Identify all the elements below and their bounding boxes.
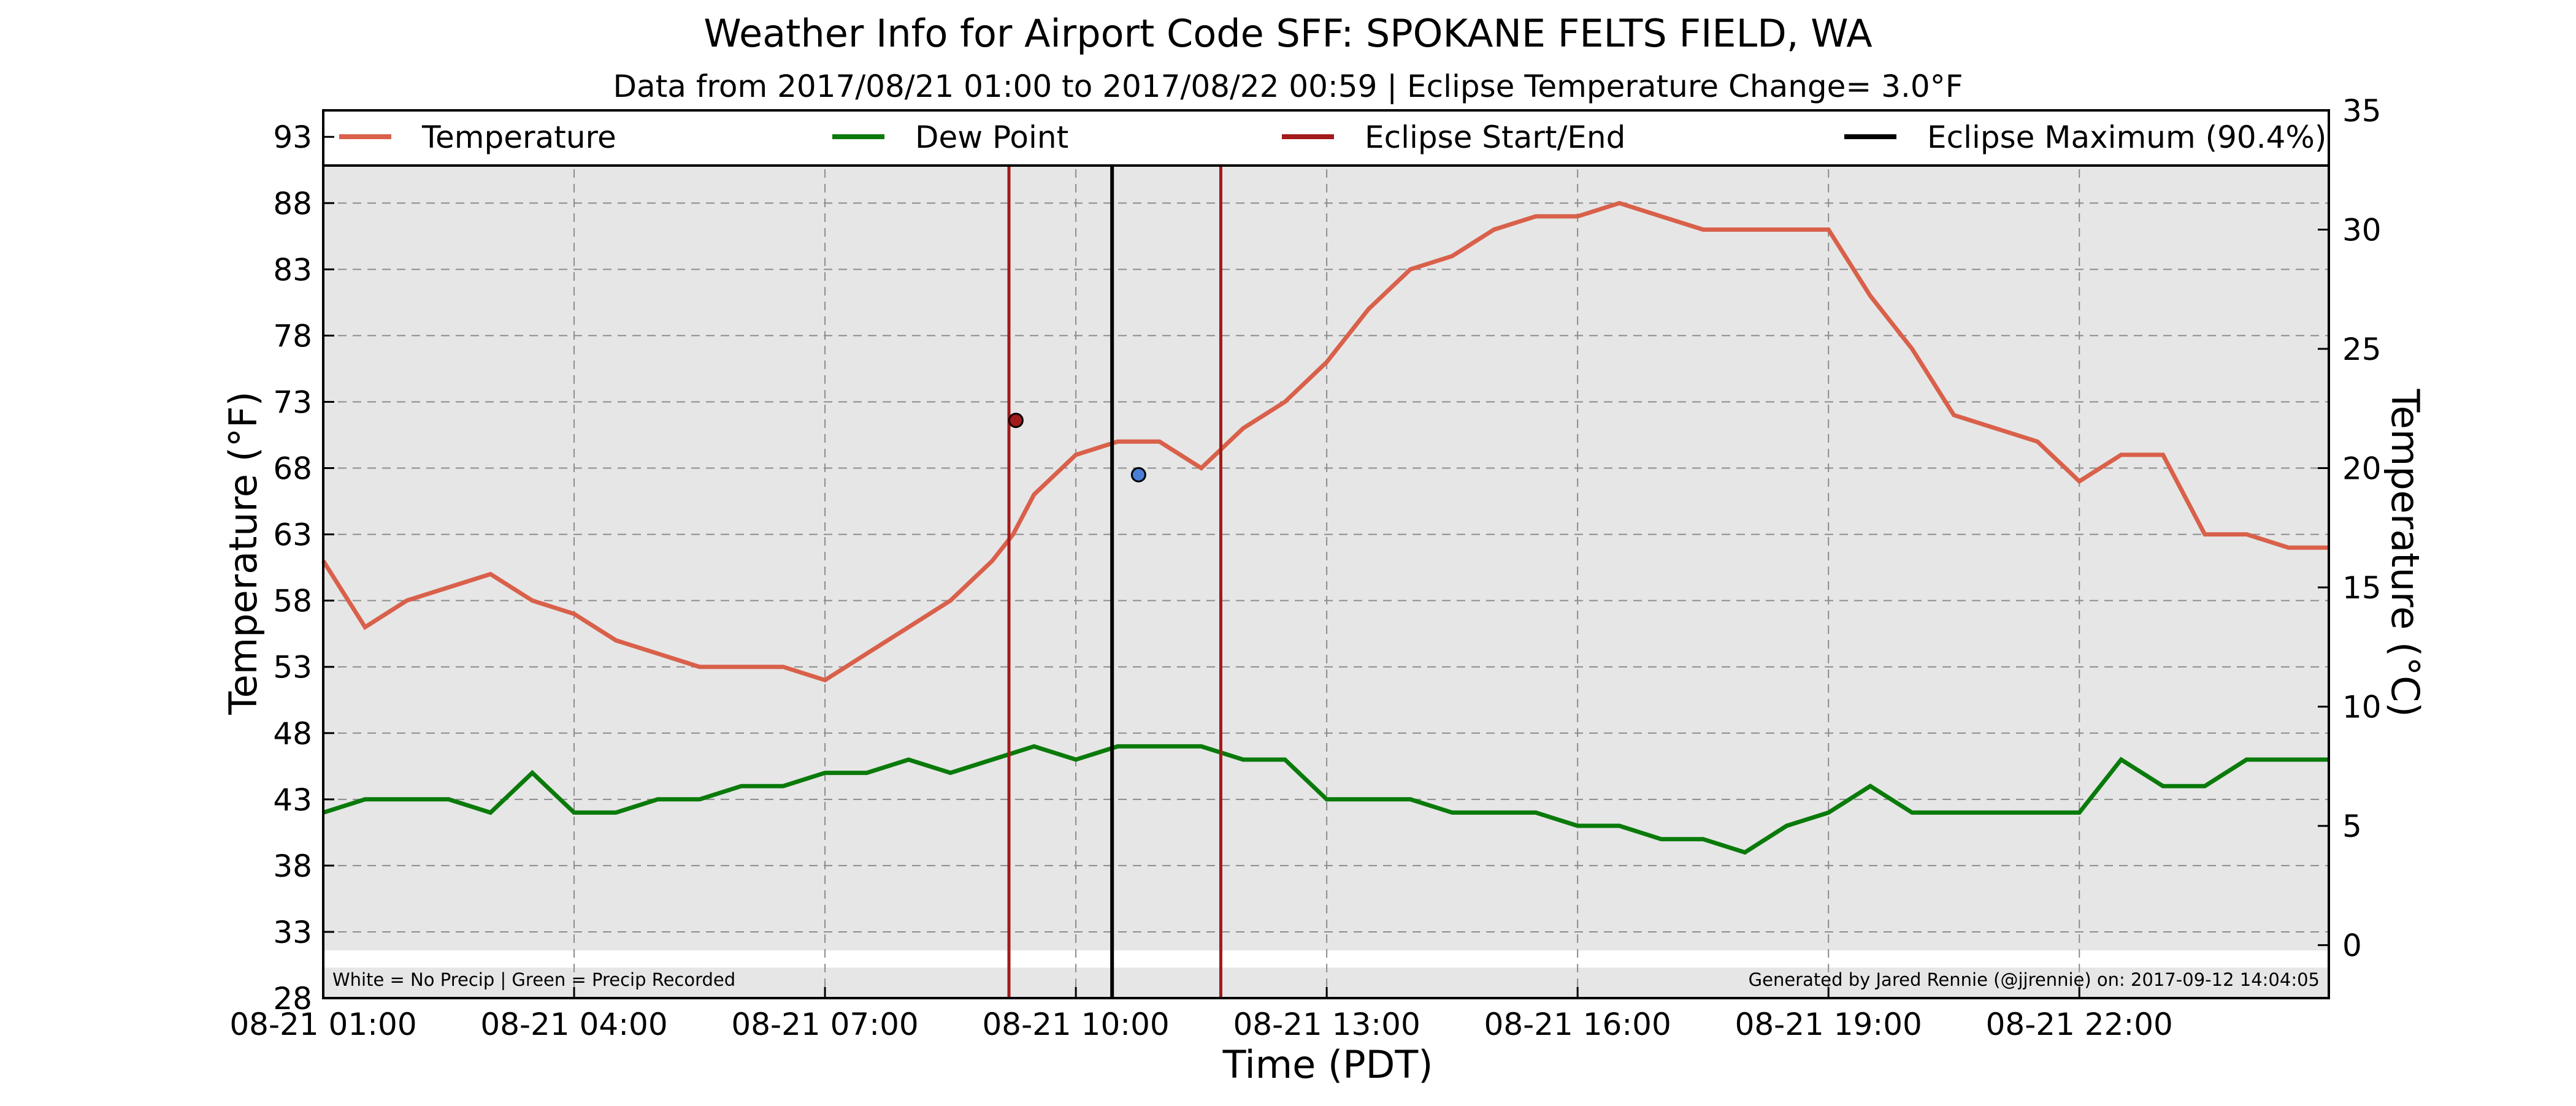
x-tick-label: 08-21 19:00 bbox=[1735, 1007, 1922, 1042]
y-tick-label: 73 bbox=[273, 384, 312, 420]
chart-title: Weather Info for Airport Code SFF: SPOKA… bbox=[703, 11, 1872, 56]
y-tick-label: 28 bbox=[273, 981, 312, 1016]
x-tick-label: 08-21 16:00 bbox=[1484, 1007, 1671, 1042]
y-tick-label: 53 bbox=[273, 650, 312, 685]
eclipse-end-marker bbox=[1130, 467, 1146, 482]
y-right-tick-label: 25 bbox=[2342, 332, 2382, 367]
y-tick-label: 63 bbox=[273, 517, 312, 553]
temperature-line bbox=[321, 200, 2329, 683]
legend-label: Temperature bbox=[421, 120, 616, 155]
y-tick-label: 43 bbox=[273, 782, 312, 818]
x-tick-label: 08-21 07:00 bbox=[731, 1007, 918, 1042]
x-tick-label: 08-21 01:00 bbox=[229, 1007, 416, 1042]
y-tick-label: 58 bbox=[273, 584, 312, 619]
y-tick-label: 33 bbox=[273, 915, 312, 950]
x-tick-label: 08-21 04:00 bbox=[480, 1007, 667, 1042]
y-tick-label: 83 bbox=[273, 252, 312, 288]
x-tick-label: 08-21 22:00 bbox=[1986, 1007, 2173, 1042]
footer-credit: Generated by Jared Rennie (@jjrennie) on… bbox=[1749, 969, 2320, 990]
y-axis-label: Temperature (°F) bbox=[221, 391, 266, 715]
eclipse-start-marker bbox=[1008, 413, 1024, 429]
x-axis-label: Time (PDT) bbox=[1222, 1042, 1433, 1087]
y-right-tick-label: 0 bbox=[2342, 928, 2362, 964]
y-tick-label: 88 bbox=[273, 186, 312, 221]
y-right-tick-label: 5 bbox=[2342, 809, 2362, 844]
legend-label: Eclipse Maximum (90.4%) bbox=[1927, 120, 2326, 155]
plot-background bbox=[323, 110, 2329, 998]
legend-label: Dew Point bbox=[915, 120, 1068, 155]
precip-strip bbox=[323, 950, 2329, 968]
y-right-tick-label: 35 bbox=[2342, 93, 2382, 129]
dew-point-line bbox=[322, 744, 2329, 855]
y-right-tick-label: 10 bbox=[2342, 690, 2382, 725]
y-right-tick-label: 20 bbox=[2342, 451, 2382, 487]
y-tick-label: 78 bbox=[273, 318, 312, 354]
x-tick-label: 08-21 10:00 bbox=[982, 1007, 1169, 1042]
y-tick-label: 48 bbox=[273, 716, 312, 752]
footer-precip-note: White = No Precip | Green = Precip Recor… bbox=[332, 969, 735, 990]
y-tick-label: 38 bbox=[273, 849, 312, 884]
y-axis-right-label: Temperature (°C) bbox=[2383, 388, 2428, 717]
y-tick-label: 93 bbox=[273, 120, 312, 155]
legend-label: Eclipse Start/End bbox=[1365, 120, 1625, 155]
y-tick-label: 68 bbox=[273, 451, 312, 487]
x-tick-label: 08-21 13:00 bbox=[1233, 1007, 1420, 1042]
chart-subtitle: Data from 2017/08/21 01:00 to 2017/08/22… bbox=[613, 69, 1963, 104]
y-right-tick-label: 15 bbox=[2342, 570, 2382, 606]
y-right-tick-label: 30 bbox=[2342, 213, 2382, 248]
plot-area: Temperature Dew Point Eclipse Start/End Ecl… bbox=[229, 93, 2381, 1042]
